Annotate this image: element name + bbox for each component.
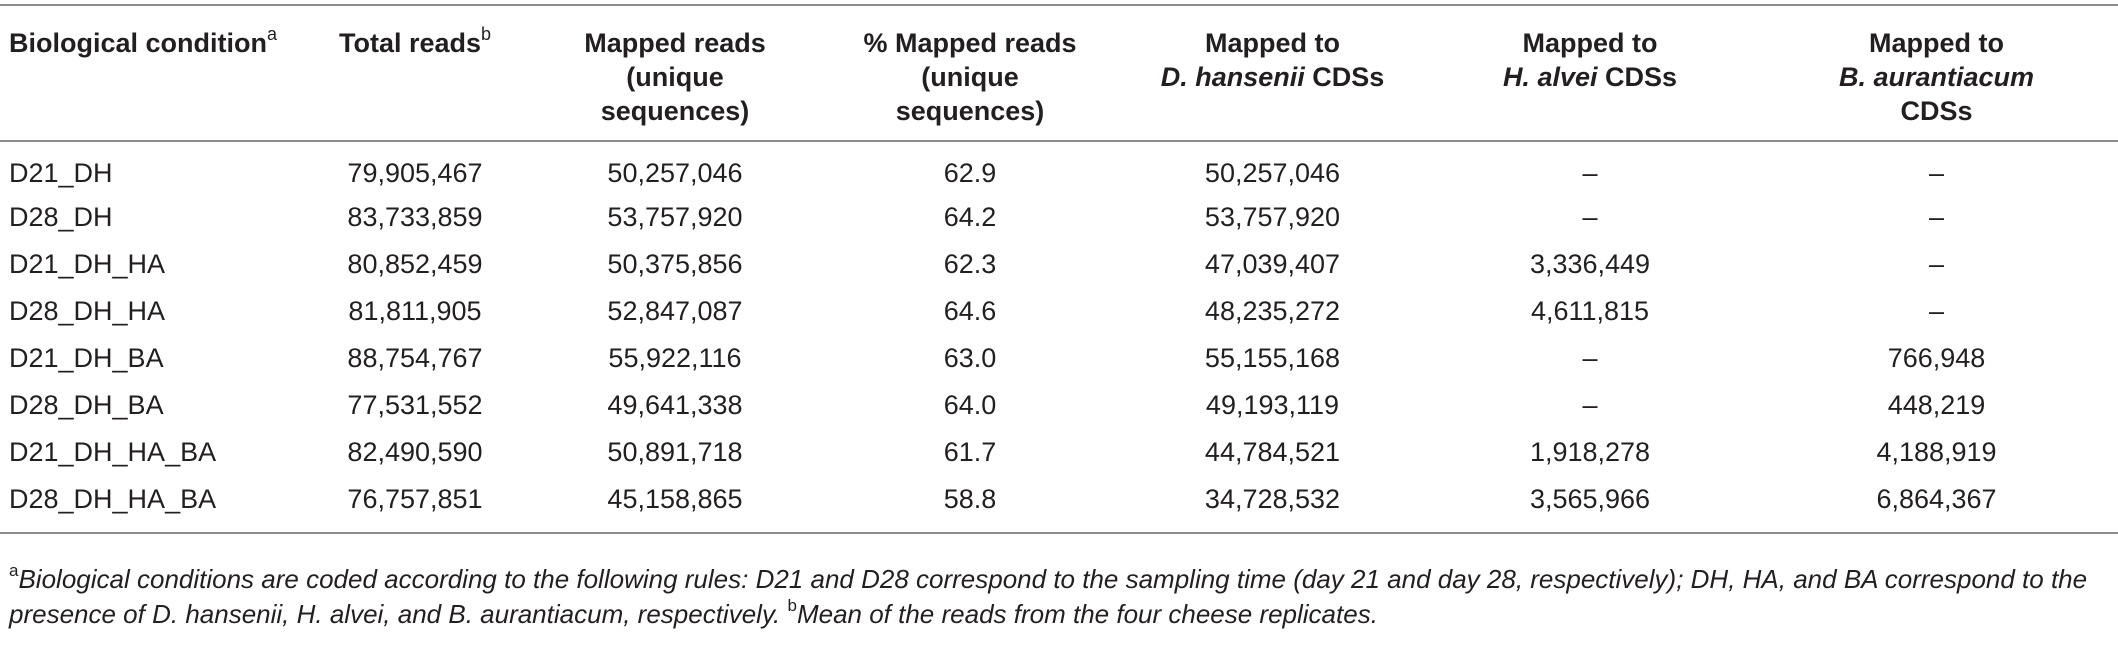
cell-b-aurantiacum: – [1928, 202, 1945, 232]
cell-b-aurantiacum: – [1928, 157, 1945, 188]
cell-percent-mapped: 64.6 [943, 296, 997, 326]
header-mapped-reads: Mapped reads (unique sequences) [530, 4, 820, 142]
header-percent-mapped-reads: % Mapped reads (unique sequences) [820, 4, 1120, 142]
cell-b-aurantiacum: 4,188,919 [1876, 437, 1997, 467]
cell-condition: D21_DH_HA_BA [9, 437, 217, 467]
cell-d-hansenii: 50,257,046 [1204, 157, 1341, 188]
cell-h-alvei: – [1582, 343, 1598, 373]
cell-total-reads: 88,754,767 [347, 343, 483, 373]
cell-condition: D28_DH [9, 202, 113, 232]
cell-d-hansenii: 47,039,407 [1204, 249, 1341, 279]
cell-mapped-reads: 53,757,920 [607, 202, 743, 232]
cell-mapped-reads: 50,375,856 [607, 249, 743, 279]
table-row: D21_DH 79,905,467 50,257,046 62.9 50,257,046… [0, 141, 2118, 194]
cell-d-hansenii: 44,784,521 [1204, 437, 1341, 467]
table-row: D21_DH_BA 88,754,767 55,922,116 63.0 55,155,… [0, 335, 2118, 382]
cell-b-aurantiacum: 766,948 [1887, 343, 1986, 373]
header-mapped-h-alvei: Mapped to H. alvei CDSs [1425, 4, 1755, 142]
table-row: D28_DH_BA 77,531,552 49,641,338 64.0 49,193,… [0, 382, 2118, 429]
header-biological-condition: Biological conditiona [0, 4, 300, 142]
cell-h-alvei: – [1582, 202, 1598, 232]
cell-percent-mapped: 62.9 [943, 157, 997, 188]
cell-percent-mapped: 62.3 [943, 249, 997, 279]
cell-h-alvei: 1,918,278 [1529, 437, 1651, 467]
cell-mapped-reads: 50,891,718 [607, 437, 743, 467]
cell-condition: D21_DH [9, 157, 113, 188]
cell-percent-mapped: 61.7 [943, 437, 997, 467]
cell-total-reads: 82,490,590 [347, 437, 483, 467]
cell-b-aurantiacum: 6,864,367 [1755, 476, 2118, 534]
header-row: Biological conditiona Total readsb Mappe… [0, 4, 2118, 142]
cell-total-reads: 76,757,851 [300, 476, 530, 534]
cell-b-aurantiacum: 448,219 [1887, 390, 1986, 420]
cell-d-hansenii: 53,757,920 [1204, 202, 1341, 232]
table-row: D28_DH_HA_BA 76,757,851 45,158,865 58.8 34,7… [0, 476, 2118, 534]
cell-total-reads: 79,905,467 [347, 157, 483, 188]
cell-condition: D21_DH_BA [9, 343, 164, 373]
table-row: D28_DH_HA 81,811,905 52,847,087 64.6 48,235,… [0, 288, 2118, 335]
header-total-reads: Total readsb [300, 4, 530, 142]
cell-mapped-reads: 50,257,046 [607, 157, 743, 188]
cell-h-alvei: – [1582, 157, 1598, 188]
cell-h-alvei: 4,611,815 [1530, 296, 1650, 326]
footnote-a-text: Biological conditions are coded accordin… [9, 564, 2088, 629]
cell-condition: D21_DH_HA [9, 249, 166, 279]
cell-total-reads: 77,531,552 [347, 390, 483, 420]
cell-condition: D28_DH_HA [9, 296, 166, 326]
cell-condition: D28_DH_BA [9, 390, 164, 420]
cell-b-aurantiacum: – [1928, 296, 1945, 326]
table-row: D21_DH_HA 80,852,459 50,375,856 62.3 47,039,… [0, 241, 2118, 288]
header-mapped-b-aurantiacum: Mapped to B. aurantiacum CDSs [1755, 4, 2118, 142]
cell-total-reads: 83,733,859 [347, 202, 483, 232]
header-mapped-d-hansenii: Mapped to D. hansenii CDSs [1120, 4, 1425, 142]
cell-b-aurantiacum: – [1928, 249, 1945, 279]
cell-h-alvei: 3,565,966 [1425, 476, 1755, 534]
cell-percent-mapped: 64.2 [943, 202, 997, 232]
cell-percent-mapped: 64.0 [943, 390, 997, 420]
cell-d-hansenii: 48,235,272 [1204, 296, 1341, 326]
cell-mapped-reads: 55,922,116 [608, 343, 742, 373]
cell-mapped-reads: 49,641,338 [607, 390, 743, 420]
cell-h-alvei: – [1582, 390, 1598, 420]
cell-percent-mapped: 63.0 [943, 343, 997, 373]
cell-h-alvei: 3,336,449 [1529, 249, 1651, 279]
table-body: D21_DH 79,905,467 50,257,046 62.9 50,257,046… [0, 141, 2118, 534]
cell-mapped-reads: 52,847,087 [607, 296, 743, 326]
cell-condition: D28_DH_HA_BA [0, 476, 300, 534]
data-table: Biological conditiona Total readsb Mappe… [0, 4, 2118, 534]
cell-d-hansenii: 34,728,532 [1120, 476, 1425, 534]
table-row: D21_DH_HA_BA 82,490,590 50,891,718 61.7 44,7… [0, 429, 2118, 476]
table-footnote: aBiological conditions are coded accordi… [9, 561, 2088, 629]
cell-total-reads: 80,852,459 [347, 249, 483, 279]
table-row: D28_DH 83,733,859 53,757,920 64.2 53,757,920… [0, 194, 2118, 241]
cell-total-reads: 81,811,905 [348, 296, 482, 326]
cell-percent-mapped: 58.8 [820, 476, 1120, 534]
cell-d-hansenii: 49,193,119 [1205, 390, 1340, 420]
cell-d-hansenii: 55,155,168 [1204, 343, 1341, 373]
footnote-b-text: Mean of the reads from the four cheese r… [796, 599, 1378, 629]
cell-mapped-reads: 45,158,865 [530, 476, 820, 534]
